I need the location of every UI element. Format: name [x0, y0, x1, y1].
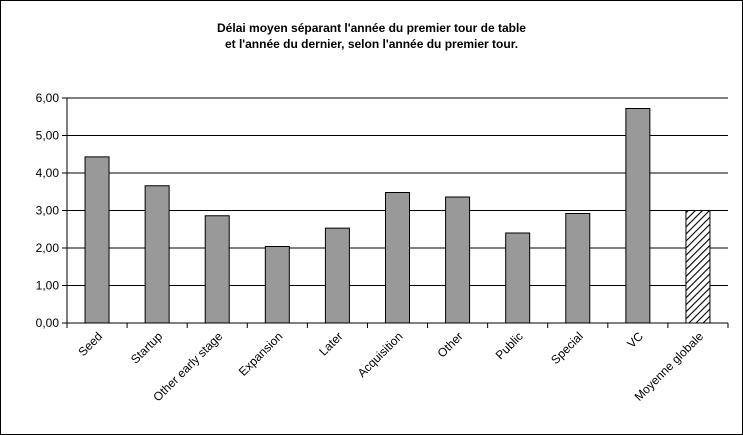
bar — [625, 108, 651, 324]
bar — [144, 185, 170, 324]
bar — [685, 210, 711, 324]
bar — [565, 213, 591, 324]
bar — [445, 196, 471, 324]
bar — [264, 246, 290, 324]
x-tick-label: Other — [435, 329, 466, 360]
bar — [84, 156, 110, 324]
x-tick-label: Later — [316, 329, 345, 358]
y-tick-label: 6,00 — [36, 91, 60, 105]
x-tick-label: Seed — [75, 329, 105, 359]
y-tick-label: 5,00 — [36, 129, 60, 143]
x-tick-label: Acquisition — [355, 329, 406, 380]
chart-title-line-2: et l'année du dernier, selon l'année du … — [224, 37, 519, 51]
bar — [505, 232, 531, 324]
x-tick-label: VC — [624, 329, 646, 351]
y-tick-label: 2,00 — [36, 241, 60, 255]
x-tick-label: Expansion — [236, 329, 286, 379]
x-tick-label: Startup — [128, 329, 165, 366]
y-tick-label: 4,00 — [36, 166, 60, 180]
x-tick-label: Public — [493, 329, 526, 362]
y-tick-label: 0,00 — [36, 316, 60, 330]
bar — [324, 227, 350, 324]
chart-title: Délai moyen séparant l'année du premier … — [0, 20, 743, 52]
bar — [385, 192, 410, 324]
y-tick-label: 1,00 — [36, 279, 60, 293]
chart-title-line-1: Délai moyen séparant l'année du premier … — [217, 21, 526, 35]
y-tick-label: 3,00 — [36, 204, 60, 218]
x-tick-label: Special — [548, 329, 586, 367]
bar — [204, 215, 230, 324]
